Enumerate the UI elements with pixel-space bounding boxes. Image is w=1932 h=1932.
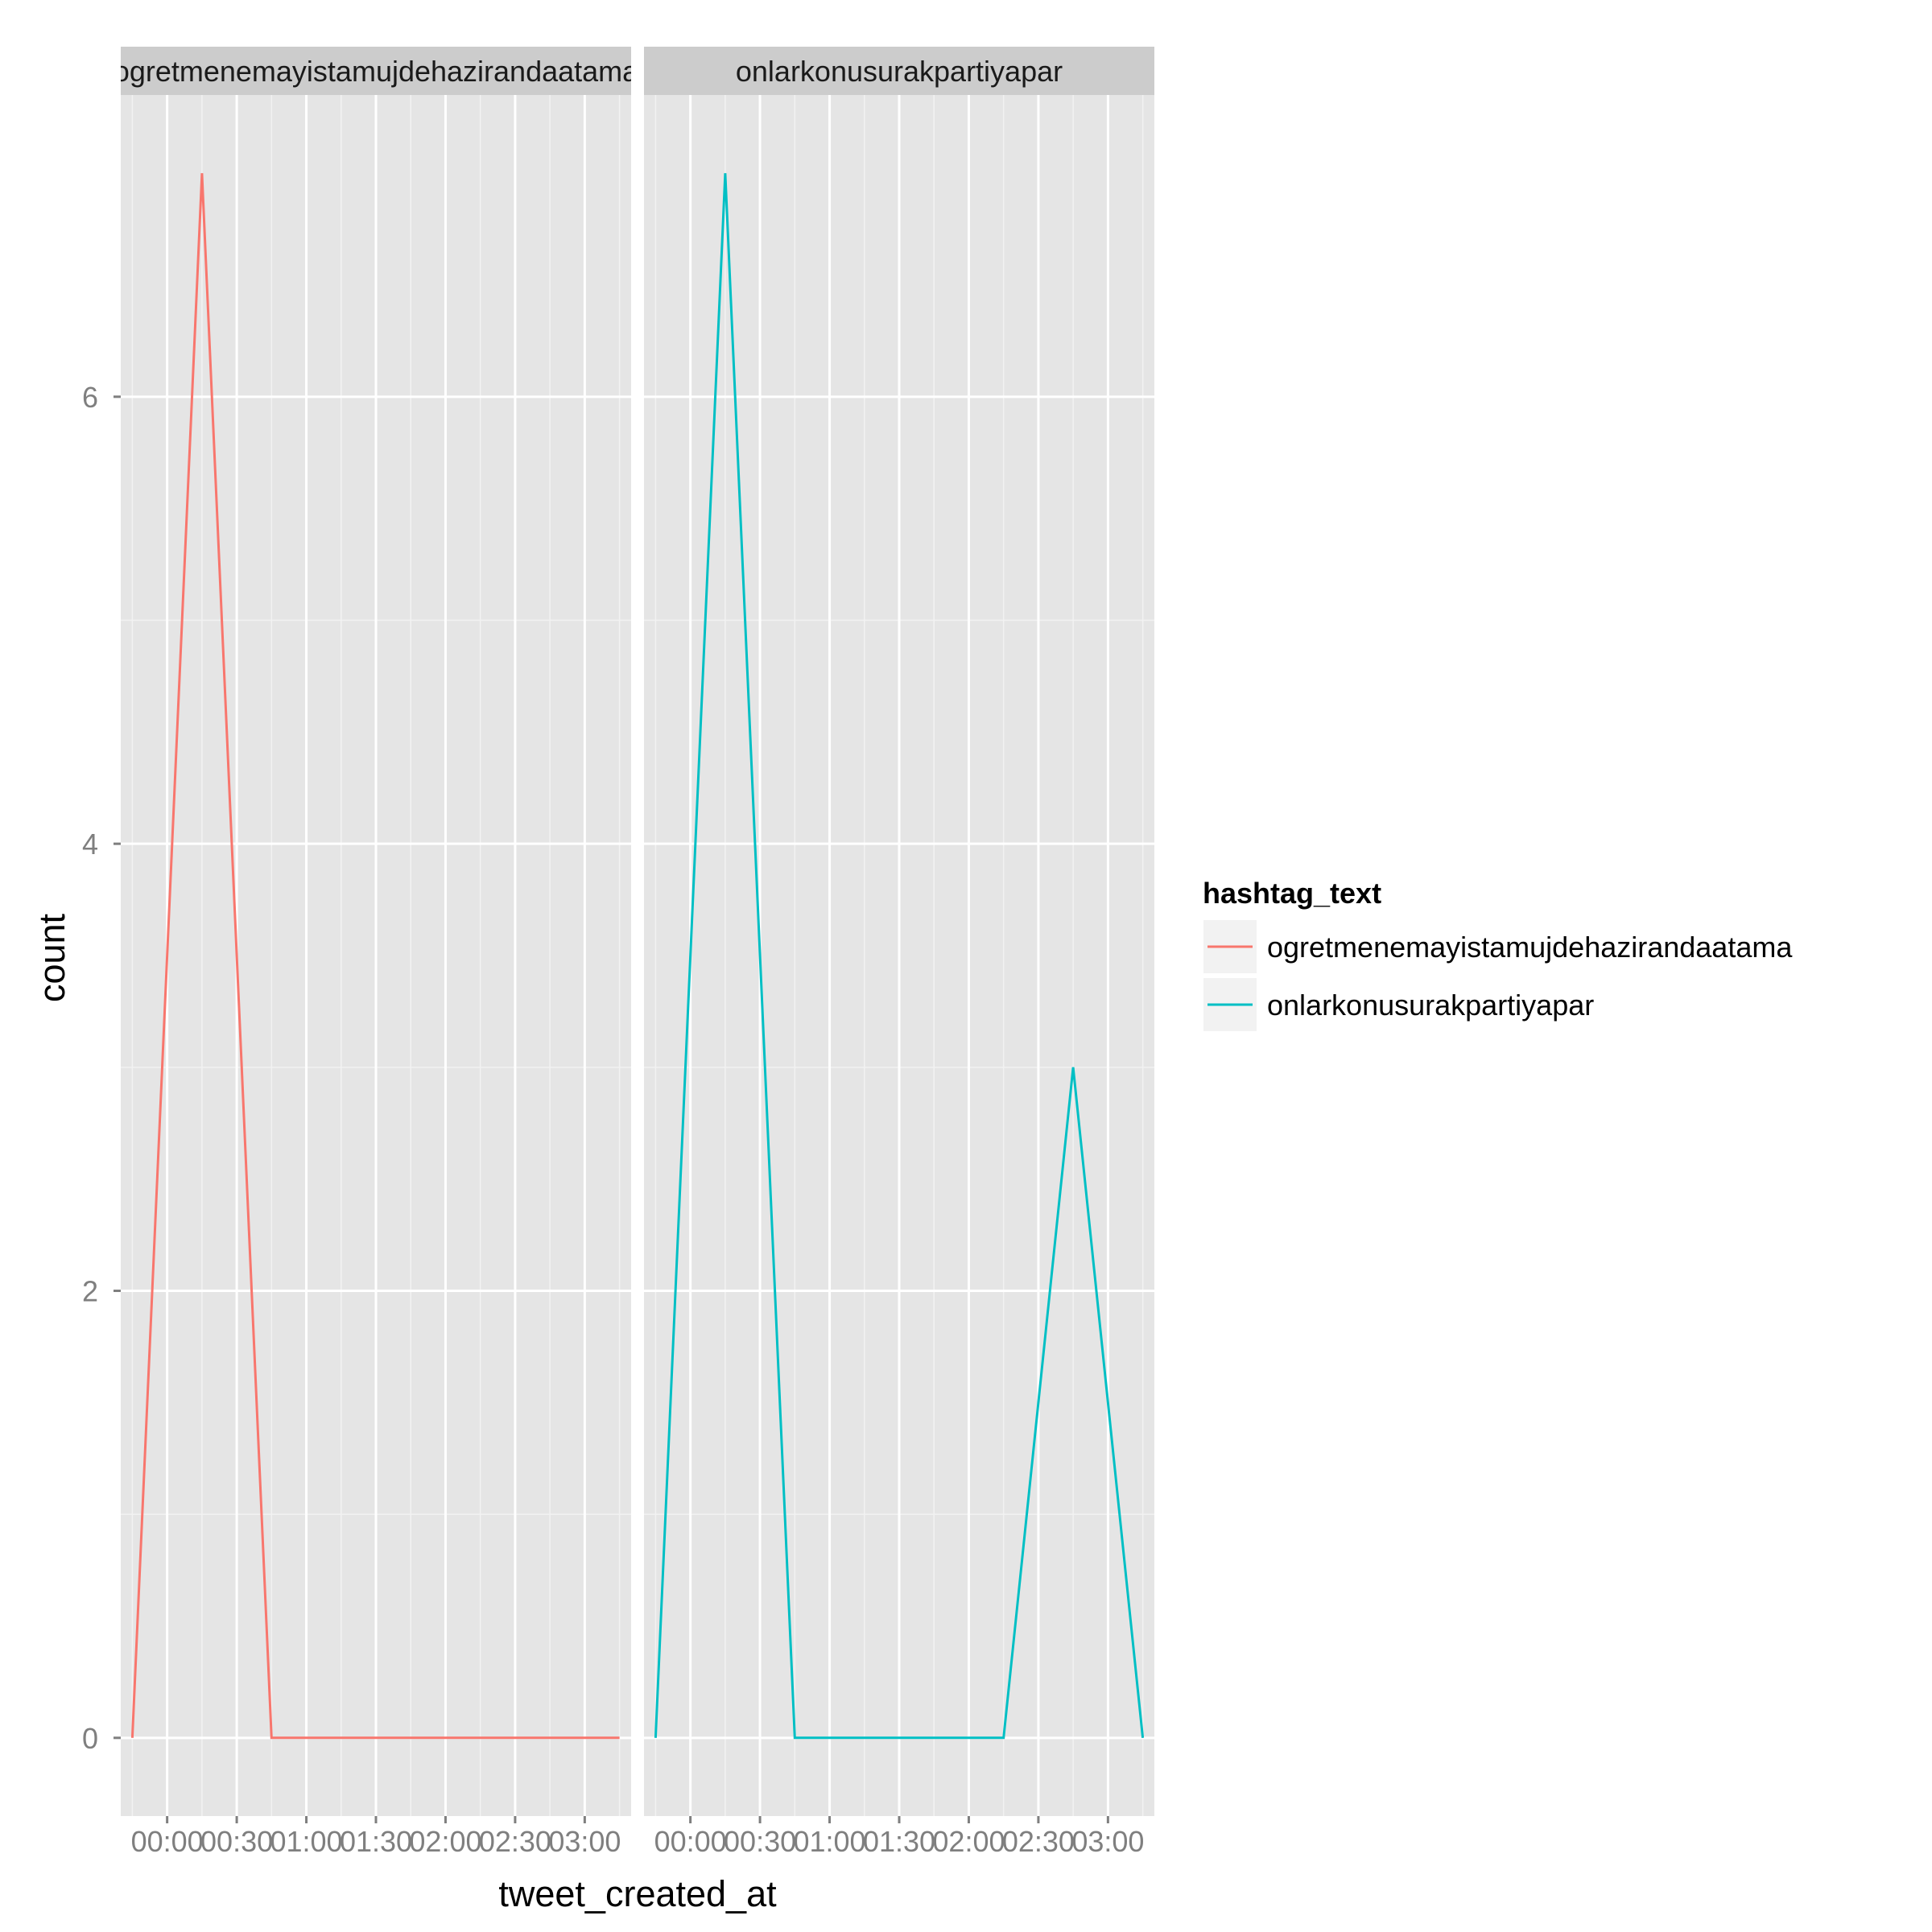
- legend-label: onlarkonusurakpartiyapar: [1267, 989, 1594, 1022]
- legend: hashtag_text ogretmenemayistamujdehazira…: [1202, 877, 1793, 1033]
- strip-background: [644, 47, 1154, 95]
- x-tick-label: 02:00: [409, 1825, 481, 1858]
- y-axis: 0 2 4 6: [82, 381, 121, 1755]
- y-tick-label: 2: [82, 1274, 98, 1307]
- legend-label: ogretmenemayistamujdehazirandaatama: [1267, 931, 1793, 964]
- y-tick-label: 6: [82, 381, 98, 414]
- panels-layer: 00:0000:3001:0001:3002:0002:3003:00ogret…: [82, 47, 1154, 1858]
- x-tick-label: 00:00: [654, 1825, 727, 1858]
- x-tick-label: 02:30: [479, 1825, 551, 1858]
- x-tick-label: 03:00: [548, 1825, 621, 1858]
- legend-items: ogretmenemayistamujdehazirandaatama onlar…: [1202, 919, 1793, 1033]
- legend-item: ogretmenemayistamujdehazirandaatama: [1202, 919, 1793, 975]
- series-line: [654, 173, 1145, 1740]
- x-tick-label: 01:00: [793, 1825, 865, 1858]
- x-tick-label: 02:30: [1002, 1825, 1075, 1858]
- x-tick-label: 03:00: [1071, 1825, 1144, 1858]
- y-axis-title: count: [31, 913, 72, 1002]
- x-tick-label: 01:00: [270, 1825, 342, 1858]
- x-axis-title: tweet_created_at: [498, 1873, 777, 1914]
- series-line: [130, 173, 620, 1740]
- y-tick-label: 4: [82, 828, 98, 861]
- x-tick-label: 00:00: [131, 1825, 204, 1858]
- x-tick-label: 01:30: [340, 1825, 412, 1858]
- y-tick-label: 0: [82, 1722, 98, 1755]
- strip-label: ogretmenemayistamujdehazirandaatama: [114, 55, 639, 88]
- x-tick-label: 01:30: [863, 1825, 935, 1858]
- x-tick-label: 00:30: [724, 1825, 796, 1858]
- legend-item: onlarkonusurakpartiyapar: [1202, 976, 1594, 1033]
- x-tick-label: 00:30: [200, 1825, 273, 1858]
- x-tick-label: 02:00: [932, 1825, 1005, 1858]
- strip-label: onlarkonusurakpartiyapar: [736, 55, 1063, 88]
- legend-title: hashtag_text: [1203, 877, 1381, 910]
- strip-background: [121, 47, 631, 95]
